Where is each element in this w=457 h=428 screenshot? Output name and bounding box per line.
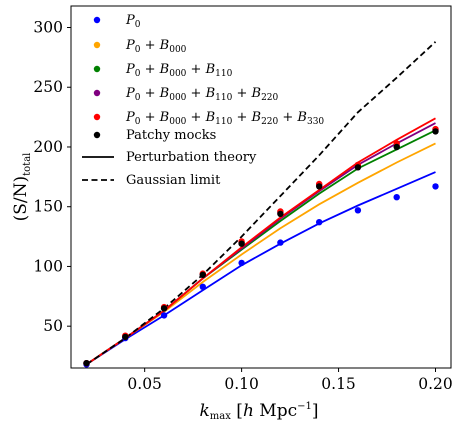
point-patchy-mocks <box>160 305 168 312</box>
point-p-0 <box>354 207 362 214</box>
y-axis-label: (S/N)total <box>11 153 33 222</box>
x-tick-label: 0.05 <box>127 375 162 393</box>
legend-label-p0: P0 <box>125 13 141 30</box>
legend: P0 P0 + B000 P0 + B000 + B110 P0 + B000 … <box>82 13 324 188</box>
legend-label-pt: Perturbation theory <box>126 150 257 165</box>
y-tick-label: 100 <box>33 257 63 275</box>
point-patchy-mocks <box>238 240 245 247</box>
legend-label-mocks: Patchy mocks <box>126 128 216 143</box>
y-tick-label: 200 <box>33 138 63 156</box>
x-axis-ticks: 0.05 0.10 0.15 0.20 <box>127 368 453 393</box>
legend-marker-mocks <box>93 131 101 139</box>
point-p-0 <box>277 239 284 246</box>
y-tick-label: 300 <box>33 19 63 37</box>
legend-marker-b110 <box>93 65 101 73</box>
legend-marker-b000 <box>93 41 101 49</box>
point-p-0 <box>432 183 439 190</box>
x-tick-label: 0.10 <box>224 375 259 393</box>
x-tick-label: 0.20 <box>418 375 453 393</box>
legend-label-gauss: Gaussian limit <box>126 173 221 188</box>
y-tick-label: 150 <box>33 198 63 216</box>
point-p-0 <box>160 312 168 319</box>
points-layer <box>83 125 439 368</box>
y-axis-ticks: 50 100 150 200 250 300 <box>33 19 71 335</box>
series-line-p-0 <box>86 171 436 366</box>
y-tick-label: 250 <box>33 78 63 96</box>
point-patchy-mocks <box>316 183 323 190</box>
legend-label-b110: P0 + B000 + B110 <box>125 62 233 79</box>
point-patchy-mocks <box>432 128 439 135</box>
point-p-0 <box>199 283 206 290</box>
legend-label-b330: P0 + B000 + B110 + B220 + B330 <box>125 110 324 127</box>
series-line-gaussian-limit <box>85 41 437 366</box>
point-patchy-mocks <box>393 143 400 151</box>
legend-marker-b330 <box>93 113 101 121</box>
point-patchy-mocks <box>354 164 362 171</box>
point-p-0 <box>316 219 323 226</box>
plot-area <box>70 5 452 369</box>
x-tick-label: 0.15 <box>321 375 356 393</box>
point-patchy-mocks <box>277 210 284 218</box>
legend-label-b000: P0 + B000 <box>125 38 187 55</box>
legend-marker-b220 <box>93 89 101 97</box>
legend-marker-p0 <box>93 16 101 24</box>
y-tick-label: 50 <box>43 317 63 335</box>
point-p-0 <box>393 194 400 201</box>
series-line-p-0-b-000-b-110-b-220-b-330 <box>85 117 436 366</box>
legend-label-b220: P0 + B000 + B110 + B220 <box>125 86 279 103</box>
point-patchy-mocks <box>199 271 206 278</box>
x-axis-label: kmax [h Mpc−1] <box>199 401 318 422</box>
point-patchy-mocks <box>122 333 129 341</box>
series-layer <box>85 41 437 366</box>
point-p-0 <box>238 259 245 267</box>
point-patchy-mocks <box>83 360 90 367</box>
